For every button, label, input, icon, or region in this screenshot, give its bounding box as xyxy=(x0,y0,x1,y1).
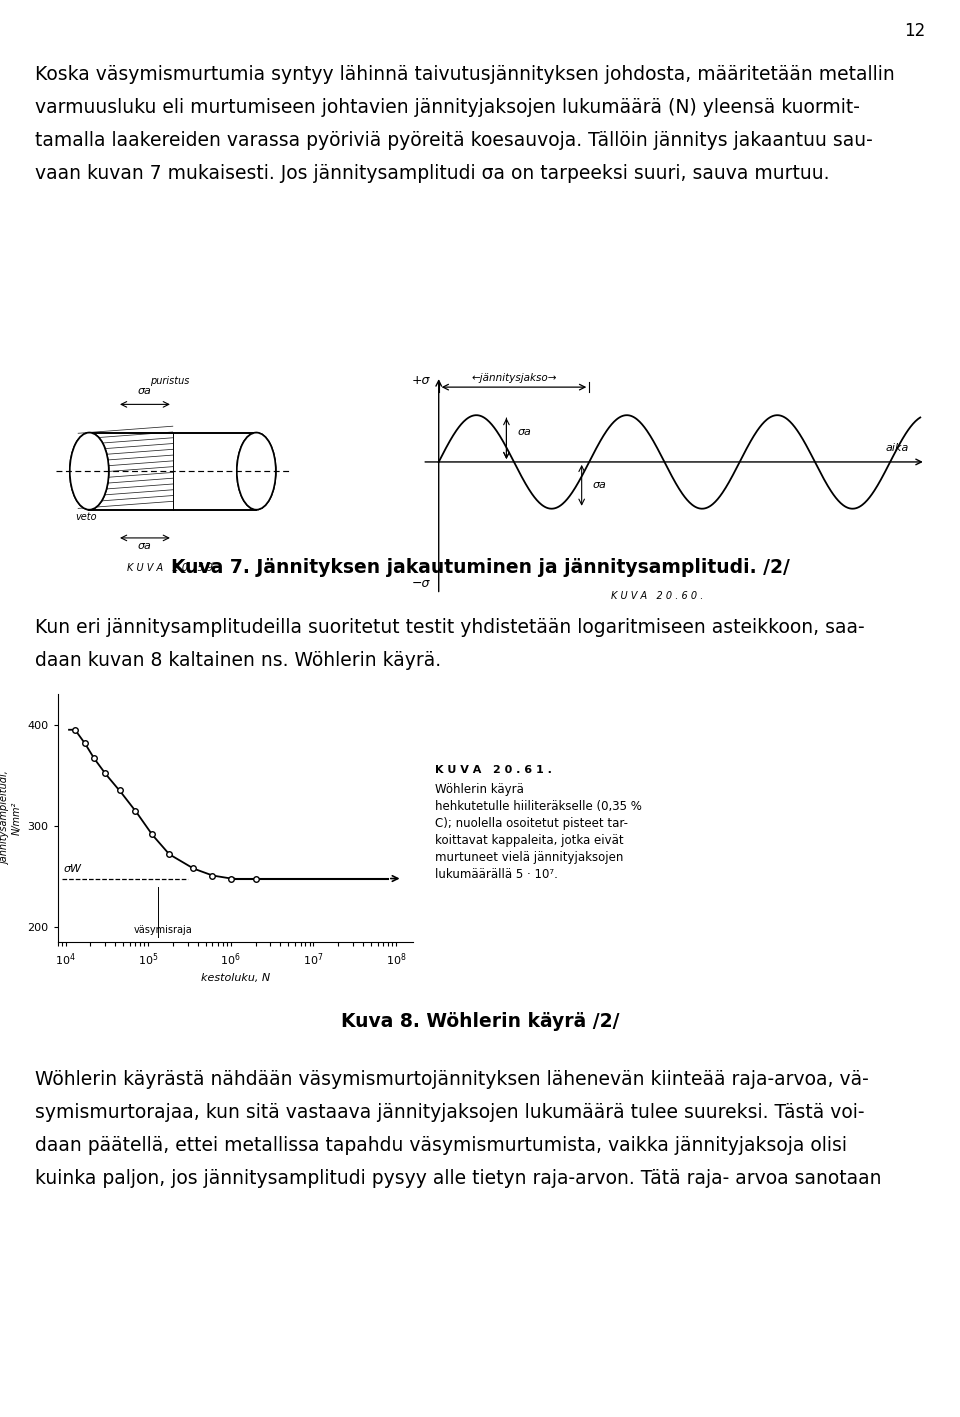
Text: väsymisraja: väsymisraja xyxy=(133,925,192,935)
Text: daan kuvan 8 kaltainen ns. Wöhlerin käyrä.: daan kuvan 8 kaltainen ns. Wöhlerin käyr… xyxy=(35,650,442,670)
Text: Koska väsymismurtumia syntyy lähinnä taivutusjännityksen johdosta, määritetään m: Koska väsymismurtumia syntyy lähinnä tai… xyxy=(35,65,895,84)
Text: ←jännitysjakso→: ←jännitysjakso→ xyxy=(471,373,557,383)
Text: Kun eri jännitysamplitudeilla suoritetut testit yhdistetään logaritmiseen asteik: Kun eri jännitysamplitudeilla suoritetut… xyxy=(35,618,865,638)
Text: symismurtorajaa, kun sitä vastaava jännityjaksojen lukumäärä tulee suureksi. Täs: symismurtorajaa, kun sitä vastaava jänni… xyxy=(35,1102,865,1122)
Text: 12: 12 xyxy=(903,23,925,40)
Text: Kuva 8. Wöhlerin käyrä /2/: Kuva 8. Wöhlerin käyrä /2/ xyxy=(341,1012,619,1032)
Text: hehkutetulle hiiliteräkselle (0,35 %: hehkutetulle hiiliteräkselle (0,35 % xyxy=(435,801,642,813)
Text: C); nuolella osoitetut pisteet tar-: C); nuolella osoitetut pisteet tar- xyxy=(435,818,628,830)
Text: K U V A   2 0 . 6 1 .: K U V A 2 0 . 6 1 . xyxy=(435,765,552,775)
Ellipse shape xyxy=(237,432,276,510)
Text: puristus: puristus xyxy=(151,376,190,385)
Bar xyxy=(173,431,268,512)
Text: tamalla laakereiden varassa pyöriviä pyöreitä koesauvoja. Tällöin jännitys jakaa: tamalla laakereiden varassa pyöriviä pyö… xyxy=(35,130,873,150)
Text: murtuneet vielä jännityjaksojen: murtuneet vielä jännityjaksojen xyxy=(435,852,623,864)
Ellipse shape xyxy=(70,432,108,510)
Text: K U V A   2 0 . 6 0 .: K U V A 2 0 . 6 0 . xyxy=(612,591,704,601)
Text: σa: σa xyxy=(592,480,607,490)
Text: σa: σa xyxy=(517,428,531,438)
Text: Wöhlerin käyrä: Wöhlerin käyrä xyxy=(435,784,524,796)
Text: lukumäärällä 5 · 10⁷.: lukumäärällä 5 · 10⁷. xyxy=(435,869,558,881)
Y-axis label: jännitysampleitudi,
N/mm²: jännitysampleitudi, N/mm² xyxy=(0,771,22,866)
Text: σa: σa xyxy=(138,541,152,551)
Text: koittavat kappaleita, jotka eivät: koittavat kappaleita, jotka eivät xyxy=(435,835,624,847)
Text: Wöhlerin käyrästä nähdään väsymismurtojännityksen lähenevän kiinteää raja-arvoa,: Wöhlerin käyrästä nähdään väsymismurtojä… xyxy=(35,1070,869,1090)
Text: veto: veto xyxy=(75,512,97,521)
Text: aika: aika xyxy=(886,444,909,453)
Ellipse shape xyxy=(237,432,276,510)
Text: σW: σW xyxy=(63,864,82,874)
Text: +σ: +σ xyxy=(411,374,430,387)
Text: varmuusluku eli murtumiseen johtavien jännityjaksojen lukumäärä (N) yleensä kuor: varmuusluku eli murtumiseen johtavien jä… xyxy=(35,98,860,118)
Text: K U V A   2 0 . 5 9 .: K U V A 2 0 . 5 9 . xyxy=(127,564,219,574)
Ellipse shape xyxy=(70,432,108,510)
Text: kuinka paljon, jos jännitysamplitudi pysyy alle tietyn raja-arvon. Tätä raja- ar: kuinka paljon, jos jännitysamplitudi pys… xyxy=(35,1169,881,1187)
X-axis label: kestoluku, N: kestoluku, N xyxy=(201,973,270,983)
Text: σa: σa xyxy=(138,385,152,397)
Text: vaan kuvan 7 mukaisesti. Jos jännitysamplitudi σa on tarpeeksi suuri, sauva murt: vaan kuvan 7 mukaisesti. Jos jännitysamp… xyxy=(35,164,829,183)
Text: Kuva 7. Jännityksen jakautuminen ja jännitysamplitudi. /2/: Kuva 7. Jännityksen jakautuminen ja jänn… xyxy=(171,558,789,577)
Text: daan päätellä, ettei metallissa tapahdu väsymismurtumista, vaikka jännityjaksoja: daan päätellä, ettei metallissa tapahdu … xyxy=(35,1136,847,1155)
Text: −σ: −σ xyxy=(411,577,430,589)
